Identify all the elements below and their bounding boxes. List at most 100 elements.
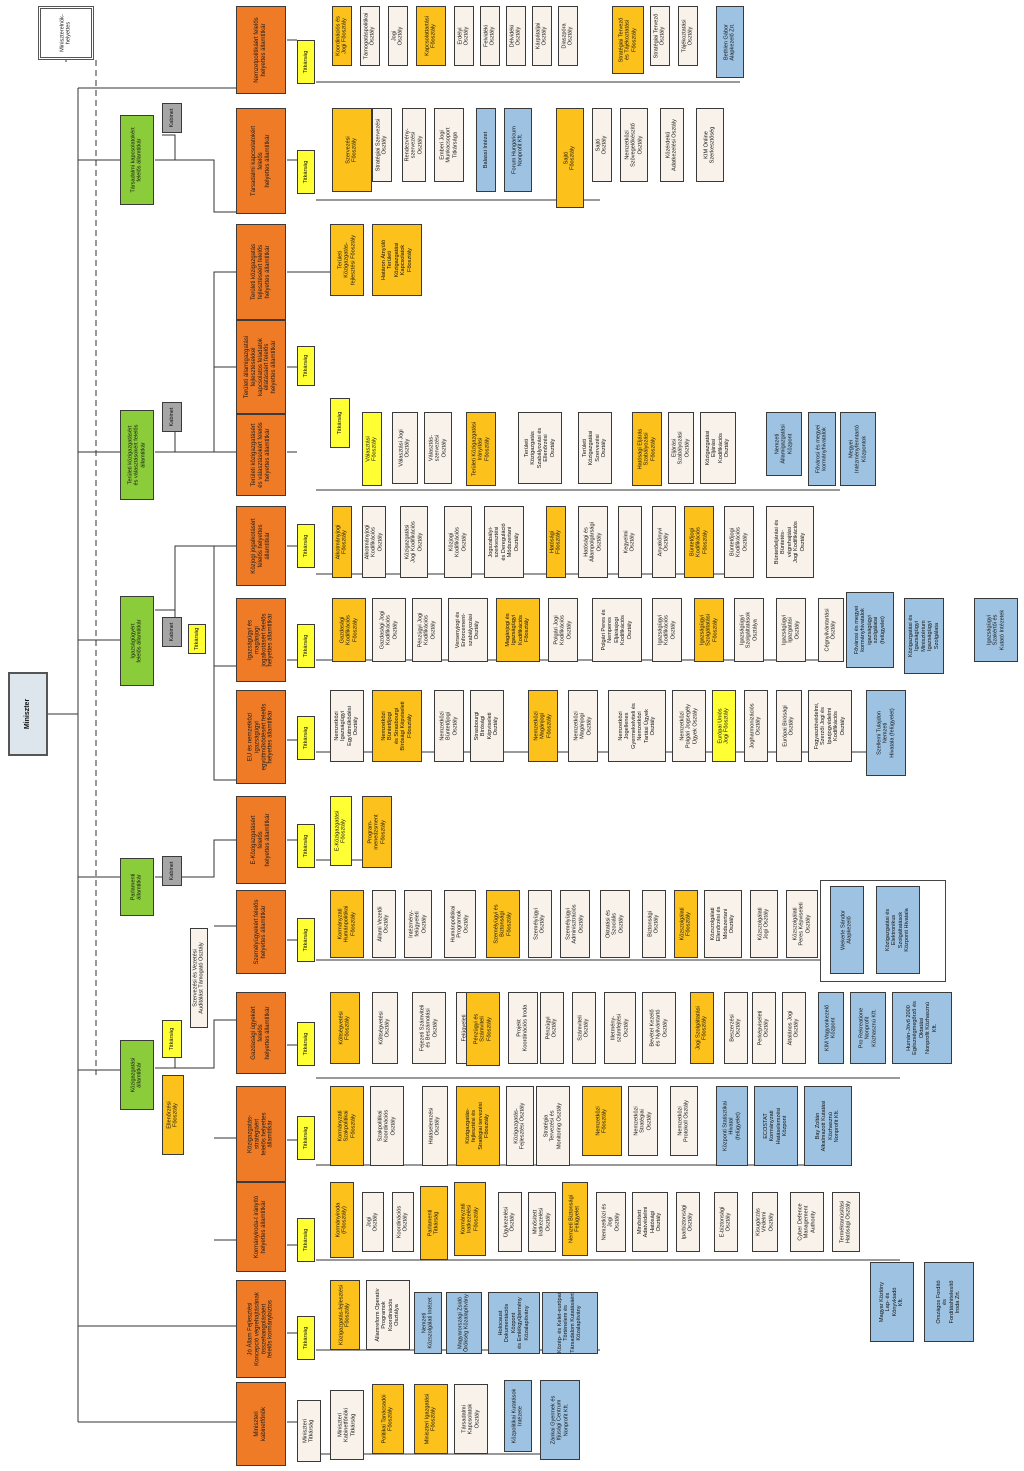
org-unit-label: Strasbourgi Bírósági Képviseleti Osztály (474, 711, 500, 741)
org-unit-label: Projekt Koordinációs Iroda (516, 1004, 529, 1052)
org-unit-mk-politikai: Politikai Tanácsadói Főosztály (372, 1384, 404, 1454)
org-unit-label: Területi Közigazgatási Irányítási Főoszt… (471, 421, 491, 477)
org-unit-label: Kegyelmi Osztály (623, 530, 636, 554)
org-unit-ko-e-biztonsagi: E-biztonsági Osztály (714, 1192, 738, 1252)
org-unit-label: Jogi Szolgáltatási Főosztály (695, 1006, 708, 1050)
org-unit-label: Titkárság (302, 160, 309, 184)
org-unit-ks-kozig-fejlesztesi: Közigazgatás- Fejlesztési Osztály (506, 1086, 534, 1166)
org-unit-kj-hatosagi-fo: Hatósági Főosztály (546, 506, 566, 578)
org-unit-ko-kormanyiroda-fo: Kormányiroda (Főosztály) (330, 1182, 354, 1258)
org-unit-ks-hataskezelesi: Hatáselemzési Osztály (422, 1086, 448, 1166)
org-unit-label: Területi Közigazgatás Szabályozási és El… (523, 427, 556, 469)
org-unit-gu-beszerzesi: Beszerzési Osztály (724, 992, 748, 1064)
org-unit-ko-iparbiztonsagi: Iparbiztonsági Osztály (676, 1192, 700, 1252)
org-unit-gu-koltsegvetesi-fo: Költségvetési Főosztály (330, 992, 360, 1064)
org-unit-label: Közigazgatási Eljárási Kodifikációs Oszt… (705, 430, 731, 466)
org-unit-label: ECOSTAT Kormányzati Hatáselemzési Közpon… (763, 1107, 789, 1145)
org-unit-label: Tájékoztatási Osztály (681, 19, 694, 53)
org-unit-tv-megyei: Megyei Intézményfenntartó Központok (840, 412, 876, 486)
org-unit-label: Cyber Defence Management Authority (797, 1203, 817, 1241)
org-unit-label: Titkárság (302, 634, 309, 658)
org-unit-label: Fővárosi és megyei kormányhivatalok igaz… (853, 605, 886, 655)
org-unit-label: Rendezvény- szervezési Osztály (404, 128, 424, 162)
org-unit-ig-szakertoi: Igazságügyi Szakértői és Kutató Intézete… (974, 598, 1018, 662)
org-unit-ks-strategia: Stratégia Tervezési és Monitoring Osztál… (536, 1086, 570, 1166)
org-unit-ek-titkarsag: Titkárság (297, 824, 315, 868)
org-unit-kj-kegyelmi: Kegyelmi Osztály (618, 506, 642, 578)
org-unit-label: Humánpolitikai Programok Osztály (450, 905, 470, 943)
org-unit-label: Területi közigazgatásért és választásoké… (127, 424, 147, 486)
org-unit-label: Közjogi Kodifikációs Osztály (448, 527, 468, 557)
org-unit-eu-europai-unios-fo: Európai Uniós Jogi Főosztály (712, 690, 736, 762)
org-unit-mk-hat: Miniszteri kabinetfőnök (236, 1382, 286, 1466)
org-unit-np-delvideki: Délvidéki Osztály (506, 6, 526, 66)
org-unit-mk-titkarsag: Miniszteri Titkárság (297, 1400, 321, 1462)
org-unit-label: Titkárság (302, 1326, 309, 1350)
org-unit-ig-igazgatasi: Igazságügyi Igazgatási Osztály (776, 598, 806, 662)
org-unit-label: Fejezeti Számviteli és Beszámolási Osztá… (419, 1004, 439, 1052)
org-unit-tkf-hataron-atnyulo: Határon Átnyúló Területi Közigazgatási K… (372, 224, 422, 296)
org-unit-label: Közpolitikai Kutatások Intézete (511, 1388, 524, 1444)
org-unit-label: Ellenőrzési Főosztály (166, 1101, 179, 1129)
org-unit-kj-buntetoeljarasi: Büntetőeljárási és Büntetés- végrehajtás… (766, 506, 814, 578)
org-unit-label: Kisugárzás Védelmi Osztály (755, 1208, 775, 1236)
org-unit-tk-nemzetkozi: Nemzetközi Szövegelőkészítő Osztály (620, 108, 648, 182)
org-unit-label: Titkárság (302, 928, 309, 952)
org-unit-label: Közigazgatás- fejlesztési és Stratégiai … (465, 1102, 491, 1150)
org-unit-gu-projekt: Projekt Koordinációs Iroda (508, 992, 538, 1064)
org-unit-ig-szolgaltatasok: Igazságügyi Szolgáltatások Osztálya (734, 598, 764, 662)
org-unit-np-erdelyi: Erdélyi Osztály (454, 6, 474, 66)
org-unit-tarsadalmi-kabinet: Kabinet (162, 103, 182, 133)
org-unit-ig-hat: Igazságügyi és magánjogi jogalkotásért f… (236, 598, 286, 682)
org-unit-label: Koordinációs és Jogi Főosztály (335, 16, 348, 56)
org-unit-label: Polgári Peres és Nemperes Eljárásjogi Ko… (600, 609, 633, 651)
org-unit-label: Közigazgatás- stratégiáért felelős helye… (247, 1112, 274, 1156)
org-unit-label: Nemzeti Államigazgatási Központ (774, 424, 794, 464)
org-unit-ig-cegnyilvantartasi: Cégnyilvántartási Osztály (818, 598, 844, 662)
org-unit-tk-titkarsag: Titkárság (297, 150, 315, 194)
org-unit-tv-eljarasi: Eljárási Szabályozási Osztály (668, 412, 694, 484)
org-unit-eu-szellemi-tulajdon: Szellemi Tulajdon Nemzeti Hivatala (felü… (866, 690, 906, 776)
org-unit-np-titkarsag: Titkárság (297, 40, 315, 84)
org-unit-label: Személyügyekért felelős helyettes államt… (254, 899, 267, 965)
org-unit-ko-minositett-adatvedelmi: Minősített Adatvédelmi Hatósági Osztály (632, 1192, 668, 1252)
org-unit-label: Felvidéki Osztály (483, 24, 496, 48)
org-unit-kj-buntetojogi-kod: Büntetőjogi Kodifikációs Osztály (724, 506, 754, 578)
org-unit-label: Büntetőjogi Kodifikációs Főosztály (689, 527, 709, 557)
org-unit-sz-allami-vezetoi: Állami Vezetői Osztály (372, 890, 396, 958)
org-unit-gu-titkarsag: Titkárság (297, 1022, 315, 1066)
org-unit-label: Jogszabályi- szerkesztési és Dereguláció… (487, 523, 520, 561)
org-unit-ellenorzesi-foosztaly: Ellenőrzési Főosztály (162, 1075, 184, 1155)
org-unit-label: Illetmény- számfejtési Osztály (610, 1014, 630, 1042)
org-unit-ko-kisugarzas: Kisugárzás Védelmi Osztály (752, 1192, 778, 1252)
org-unit-label: Területi Közigazgatási Szervezési Osztál… (582, 430, 608, 466)
org-unit-eu-nemzetkozi-egyuttmukodesi: Nemzetközi Igazságügyi Együttműködési Os… (330, 690, 364, 762)
org-unit-label: Nemzetközi Igazságügyi Együttműködési Os… (334, 706, 360, 746)
org-unit-tk-emberi-jogi: Emberi Jogi Munkacsoport Titkársága (434, 108, 464, 182)
org-unit-np-tamogataspolitikai: Támogatáspolitikai Osztály (360, 6, 380, 66)
org-unit-label: Sajtó Osztály (595, 135, 608, 155)
org-unit-label: Titkárság (302, 534, 309, 558)
org-unit-eu-europai-birosagi: Európai Bírósági Osztály (776, 690, 802, 762)
org-unit-sz-hat: Személyügyekért felelős helyettes államt… (236, 890, 286, 974)
org-unit-szervezesi-vezetesi: Szervezési és Vezetési Auditálást Támoga… (190, 928, 208, 1028)
org-unit-label: Magyarországi Zsidó Örökség Közalapítván… (457, 1294, 470, 1352)
org-unit-parlamenti-allamtitkar: Parlamenti államtitkár (120, 858, 154, 916)
org-unit-label: Nemzeti Közszolgálati Intézet (421, 1297, 434, 1349)
org-unit-label: Pénzügyi Osztály (545, 1016, 558, 1040)
org-unit-label: Személyügyi Osztály (533, 908, 546, 940)
org-unit-gu-szamviteli: Számviteli Osztály (572, 992, 596, 1064)
org-unit-tv-hatosagi-fo: Hatósági Eljárás Szabályozási Főosztály (632, 412, 662, 486)
org-unit-label: Gazdasági Jogi Kodifikációs Osztály (379, 610, 399, 650)
org-unit-label: Intézmény- felügyeleti Osztály (408, 910, 428, 938)
org-unit-tv-fovarosi: Fővárosi és megyei kormányhivatalok (808, 412, 836, 486)
org-unit-label: Miniszteri kabinetfőnök (254, 1406, 267, 1442)
org-unit-label: Nemzetközi és Jogi Osztály (601, 1203, 621, 1241)
org-unit-tk-sajto-fo: Sajtó Főosztály (556, 108, 584, 208)
org-unit-ek-e-kozig-fo: E-Közigazgatási Főosztály (330, 796, 352, 866)
org-unit-label: Szervezési és Vezetési Auditálást Támoga… (192, 942, 205, 1014)
org-unit-label: Központi Statisztikai Hivatal (felügyele… (722, 1100, 742, 1152)
org-unit-label: Bay Zoltán Alkalmazott Kutatási Közhaszn… (815, 1100, 841, 1152)
org-unit-label: Miniszter (23, 698, 31, 730)
org-unit-label: Hatósági és Állampolgársági Osztály (583, 522, 603, 562)
